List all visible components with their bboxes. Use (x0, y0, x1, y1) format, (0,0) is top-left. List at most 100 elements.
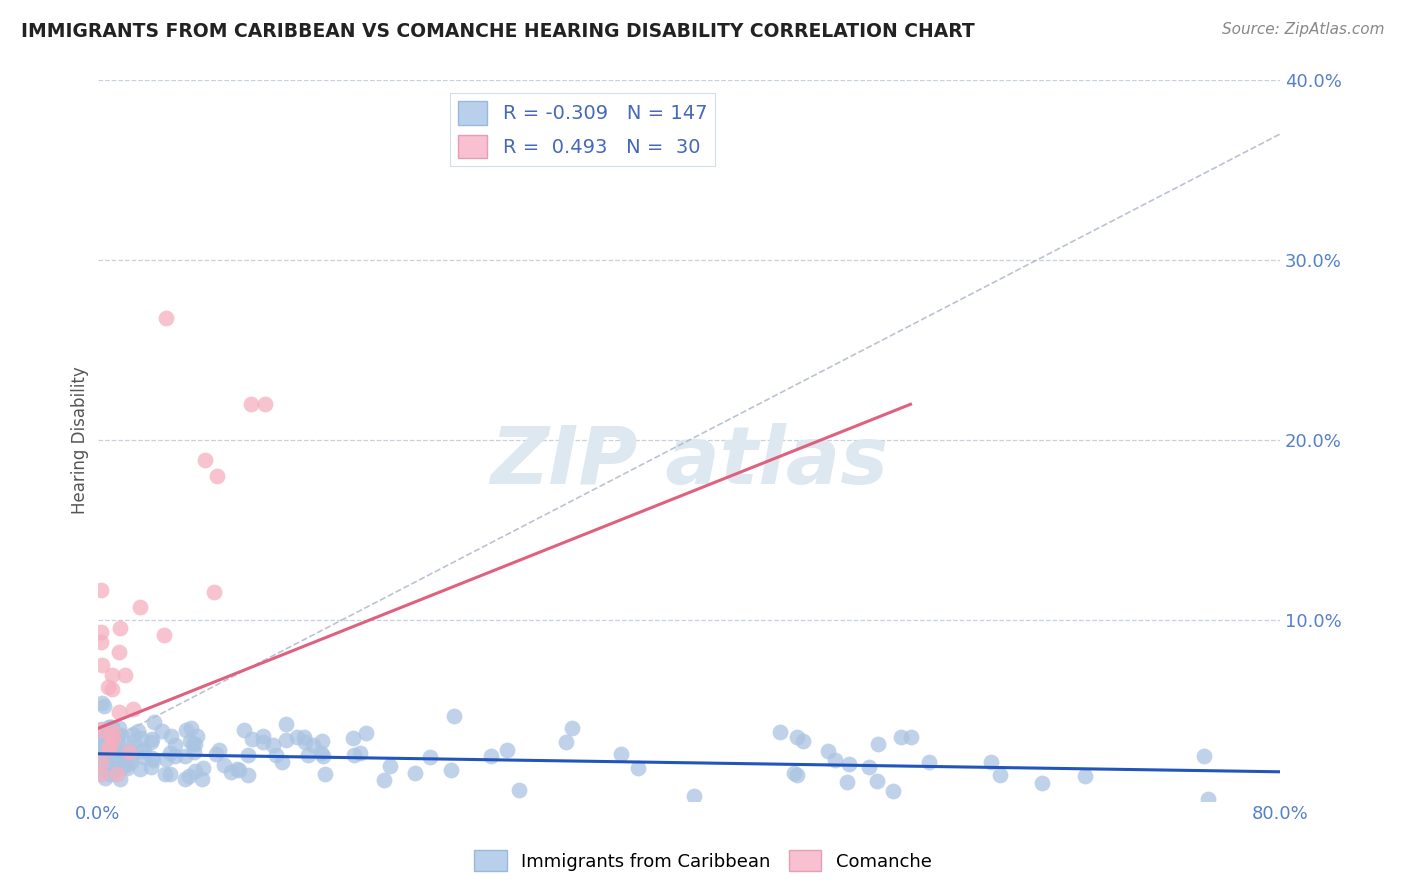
Point (108, 621, 131, 635)
Point (114, 757, 136, 772)
Point (118, 745, 141, 759)
Point (90, 755, 112, 769)
Point (193, 761, 215, 775)
Point (141, 732, 163, 747)
Point (160, 729, 183, 743)
Point (191, 772, 214, 786)
Point (104, 734, 127, 748)
Point (90, 658, 112, 673)
Point (90, 635, 112, 649)
Point (1074, 769, 1097, 783)
Point (354, 726, 377, 740)
Point (105, 730, 128, 744)
Point (121, 749, 143, 764)
Point (682, 789, 704, 803)
Point (105, 742, 128, 756)
Text: IMMIGRANTS FROM CARIBBEAN VS COMANCHE HEARING DISABILITY CORRELATION CHART: IMMIGRANTS FROM CARIBBEAN VS COMANCHE HE… (21, 22, 974, 41)
Point (264, 748, 287, 763)
Point (139, 735, 162, 749)
Point (179, 734, 201, 748)
Point (100, 720, 122, 734)
Point (159, 746, 181, 760)
Point (294, 735, 316, 749)
Point (90, 722, 112, 736)
Point (90, 738, 112, 752)
Point (100, 723, 122, 737)
Point (990, 768, 1012, 782)
Point (824, 752, 846, 766)
Point (93, 699, 115, 714)
Point (112, 754, 135, 768)
Point (627, 761, 650, 775)
Point (555, 735, 578, 749)
Point (91, 731, 114, 746)
Text: Source: ZipAtlas.com: Source: ZipAtlas.com (1222, 22, 1385, 37)
Point (97, 761, 120, 775)
Point (94, 771, 117, 785)
Point (496, 743, 519, 757)
Point (127, 724, 149, 739)
Point (155, 310, 177, 325)
Point (219, 764, 242, 779)
Point (918, 755, 941, 769)
Y-axis label: Hearing Disability: Hearing Disability (72, 367, 89, 514)
Point (98, 720, 121, 734)
Point (90, 763, 112, 777)
Point (110, 772, 132, 787)
Point (101, 682, 124, 697)
Point (96, 745, 118, 759)
Point (129, 762, 152, 776)
Point (179, 721, 201, 735)
Point (90, 723, 112, 737)
Point (155, 767, 177, 781)
Point (343, 748, 366, 763)
Point (193, 452, 215, 467)
Point (1031, 776, 1053, 790)
Point (270, 755, 292, 769)
Point (100, 746, 122, 760)
Point (108, 741, 131, 756)
Point (312, 749, 335, 764)
Point (900, 731, 922, 745)
Point (94, 739, 117, 754)
Point (226, 762, 249, 776)
Point (129, 599, 152, 614)
Point (285, 730, 308, 744)
Point (94, 731, 117, 745)
Legend: R = -0.309   N = 147, R =  0.493   N =  30: R = -0.309 N = 147, R = 0.493 N = 30 (450, 94, 714, 166)
Point (91, 696, 114, 710)
Point (274, 732, 297, 747)
Point (183, 737, 205, 751)
Point (97, 753, 120, 767)
Point (184, 737, 207, 751)
Point (252, 729, 274, 743)
Point (108, 721, 131, 735)
Point (184, 764, 207, 778)
Point (205, 747, 228, 762)
Point (419, 749, 441, 764)
Point (108, 761, 131, 775)
Point (98, 720, 121, 734)
Point (177, 769, 200, 783)
Point (610, 747, 633, 761)
Legend: Immigrants from Caribbean, Comanche: Immigrants from Caribbean, Comanche (467, 843, 939, 879)
Point (240, 731, 263, 746)
Point (479, 749, 502, 764)
Point (90, 582, 112, 597)
Point (232, 723, 254, 737)
Point (1197, 792, 1219, 806)
Point (134, 742, 156, 756)
Point (866, 773, 889, 788)
Point (98, 767, 121, 781)
Point (97, 740, 120, 755)
Text: ZIP atlas: ZIP atlas (489, 423, 887, 501)
Point (228, 764, 250, 778)
Point (786, 768, 808, 782)
Point (97, 680, 120, 694)
Point (165, 738, 187, 752)
Point (112, 759, 135, 773)
Point (253, 397, 276, 411)
Point (98, 742, 121, 756)
Point (838, 756, 860, 771)
Point (107, 729, 129, 743)
